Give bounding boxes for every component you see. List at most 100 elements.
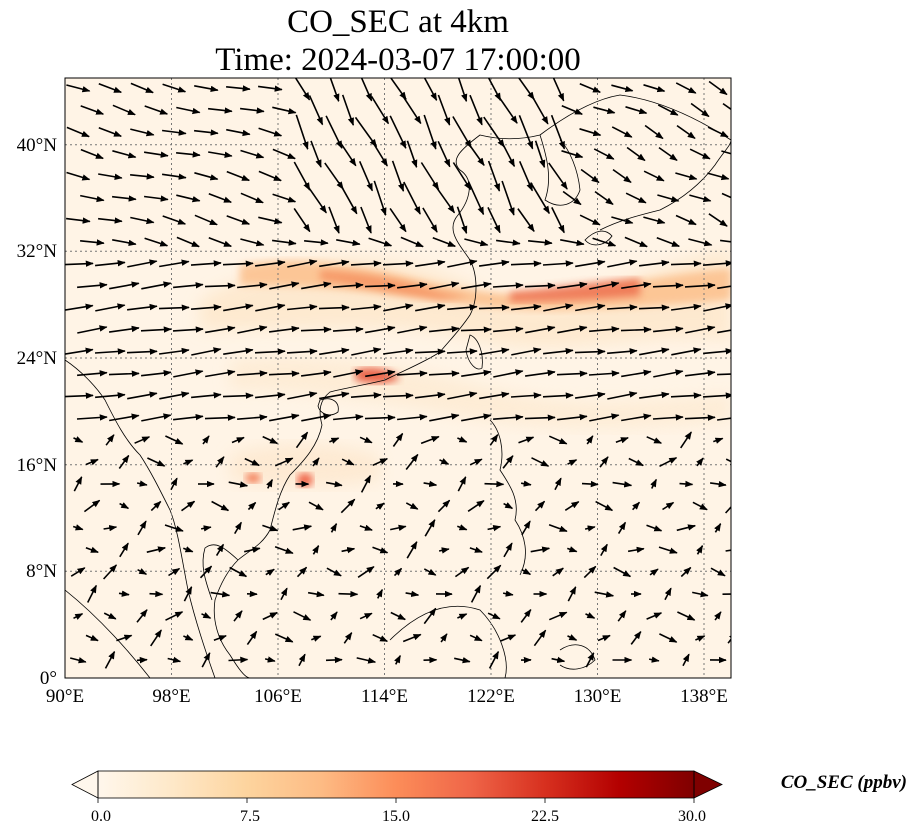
wind-arrow	[659, 456, 678, 468]
wind-arrow	[80, 194, 105, 203]
wind-arrow	[703, 303, 731, 312]
wind-arrow	[447, 259, 478, 268]
wind-arrow	[658, 146, 678, 162]
wind-arrow	[319, 391, 350, 400]
wind-arrow	[136, 609, 148, 623]
wind-arrow	[589, 413, 620, 422]
wind-arrow	[205, 369, 236, 378]
wind-arrow	[287, 259, 318, 268]
wind-arrow	[162, 83, 187, 93]
wind-arrow	[670, 260, 702, 267]
wind-arrow	[534, 500, 546, 512]
wind-arrow	[183, 634, 194, 641]
wind-arrow	[680, 431, 692, 449]
wind-arrow	[521, 568, 532, 576]
wind-arrow	[657, 194, 680, 203]
wind-arrow	[255, 303, 286, 312]
wind-arrow	[708, 80, 728, 96]
wind-arrow	[612, 168, 632, 184]
wind-arrow	[551, 656, 566, 664]
wind-arrow	[66, 126, 90, 138]
wind-arrow	[70, 657, 87, 664]
wind-arrow	[372, 633, 389, 643]
wind-arrow	[176, 151, 201, 158]
wind-arrow	[554, 477, 562, 491]
lat-tick-label: 0°	[40, 668, 57, 689]
wind-arrow	[358, 160, 374, 192]
wind-arrow	[725, 546, 731, 554]
wind-arrow	[194, 172, 219, 181]
wind-arrow	[652, 282, 684, 289]
wind-arrow	[269, 413, 300, 422]
wind-arrow	[607, 259, 638, 268]
wind-arrow	[360, 78, 373, 102]
figure-subtitle: Time: 2024-03-07 17:00:00	[215, 42, 581, 78]
wind-arrow	[440, 633, 448, 643]
wind-arrow	[300, 326, 332, 333]
wind-arrow	[500, 141, 516, 168]
wind-arrow	[112, 195, 137, 202]
wind-arrow	[274, 633, 294, 643]
wind-arrow	[677, 611, 696, 621]
wind-arrow	[83, 499, 101, 513]
wind-arrow	[332, 326, 364, 333]
wind-arrow	[80, 105, 105, 115]
wind-arrow	[205, 325, 236, 334]
wind-arrow	[467, 142, 485, 167]
wind-arrow	[423, 568, 437, 576]
wind-arrow	[365, 325, 396, 334]
wind-arrow	[727, 632, 731, 644]
wind-arrow	[181, 500, 196, 512]
lat-tick-labels: 0° 8°N 16°N 24°N 32°N 40°N	[17, 135, 58, 689]
wind-arrow	[717, 285, 731, 290]
wind-arrow	[708, 213, 728, 227]
wind-arrow	[208, 236, 232, 248]
wind-arrow	[423, 78, 438, 102]
wind-arrow	[190, 304, 222, 311]
wind-arrow	[574, 391, 606, 399]
wind-arrow	[144, 237, 169, 247]
wind-arrow	[692, 501, 708, 511]
wind-arrow	[301, 413, 332, 422]
wind-arrow	[567, 586, 577, 602]
wind-arrow	[200, 525, 212, 532]
wind-arrow	[208, 193, 232, 203]
wind-arrow	[119, 542, 129, 558]
wind-arrow	[709, 480, 727, 488]
wind-arrow	[510, 260, 542, 267]
lat-tick-label: 32°N	[17, 241, 58, 262]
coast-sulawesi	[559, 644, 596, 670]
wind-arrow	[719, 239, 731, 243]
wind-arrow	[372, 546, 389, 554]
wind-arrow	[223, 303, 254, 312]
wind-arrow	[95, 392, 126, 399]
wind-arrow	[105, 434, 115, 446]
wind-arrow	[675, 172, 698, 181]
wind-arrow	[653, 325, 684, 333]
wind-arrow	[350, 260, 382, 267]
wind-arrow	[215, 543, 225, 557]
wind-arrow	[161, 173, 187, 180]
wind-arrow	[293, 611, 312, 621]
wind-arrow	[502, 455, 514, 469]
wind-arrow	[341, 94, 355, 126]
wind-arrow	[714, 611, 722, 621]
wind-arrow	[612, 481, 633, 488]
wind-arrow	[432, 182, 456, 214]
wind-arrow	[392, 432, 404, 447]
wind-arrow	[305, 182, 327, 214]
wind-arrow	[437, 499, 451, 513]
wind-arrow	[588, 370, 620, 377]
wind-arrow	[95, 303, 126, 312]
colorbar-body	[98, 771, 694, 798]
wind-arrow	[103, 612, 117, 620]
wind-arrow	[487, 78, 502, 102]
wind-arrow	[487, 612, 501, 620]
wind-arrow	[66, 217, 91, 224]
wind-arrow	[262, 524, 279, 532]
wind-arrow	[428, 370, 460, 377]
wind-arrow	[183, 459, 194, 466]
wind-arrow	[447, 391, 478, 400]
wind-arrow	[134, 436, 151, 444]
wind-arrow	[325, 480, 343, 488]
